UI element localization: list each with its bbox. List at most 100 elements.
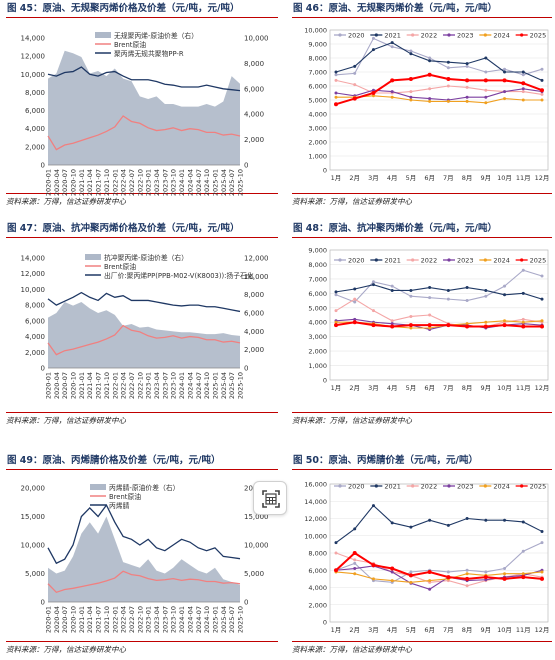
x-tick-label: 2023-07 [161,169,169,196]
legend-marker [374,33,378,37]
figure-48-source: 资料来源：万得，信达证券研发中心 [292,412,552,426]
y-right-tick-label: 2,000 [244,346,264,354]
series-point-2020 [446,66,450,70]
legend-label: 2023 [457,483,474,491]
x-tick-label: 2020-01 [45,169,53,196]
legend-label: 2024 [493,483,510,491]
series-point-2020 [428,56,432,60]
series-point-2021 [446,288,450,292]
x-tick-label: 2022-01 [111,606,119,633]
series-point-2021 [540,529,544,533]
scan-icon [262,490,280,508]
series-point-2021 [484,288,488,292]
y-tick-label: 4,000 [308,111,327,119]
y-left-tick-label: 20,000 [21,485,46,493]
x-tick-label: 1月 [331,174,342,182]
y-tick-label: 2,000 [308,139,327,147]
x-tick-label: 2022-10 [136,606,144,633]
series-point-2020 [353,71,357,75]
x-tick-label: 2022-07 [128,372,136,399]
series-point-2025 [334,568,338,573]
series-point-2023 [503,90,507,94]
series-point-2024 [465,99,469,103]
legend-label: 2023 [457,257,474,265]
series-point-2021 [503,518,507,522]
series-point-2025 [483,575,488,580]
legend-swatch-area [95,32,111,38]
series-point-2023 [390,90,394,94]
series-point-2023 [409,95,413,99]
series-point-2025 [483,78,488,83]
y-tick-label: 8,000 [308,55,327,63]
legend-label: 2022 [421,257,438,265]
series-point-2020 [465,568,469,572]
series-point-2025 [352,96,357,101]
series-point-2025 [502,78,507,83]
y-right-tick-label: 5,000 [244,570,264,578]
legend-marker [520,33,524,37]
y-left-tick-label: 10,000 [21,71,46,79]
legend-marker [483,484,487,488]
x-tick-label: 8月 [462,174,473,182]
y-tick-label: 5,000 [308,304,327,312]
series-point-2021 [409,525,413,529]
scan-button[interactable] [253,481,287,515]
series-point-2022 [334,551,338,555]
plot-frame [329,29,549,171]
y-tick-label: 2,000 [308,601,327,609]
series-point-2024 [503,572,507,576]
series-line-2022 [335,298,543,328]
legend-label: 2020 [348,257,365,265]
series-point-2023 [428,587,432,591]
y-right-tick-label: 12,000 [244,255,269,263]
x-tick-label: 2022-10 [136,372,144,399]
series-point-2025 [352,320,357,325]
series-point-2025 [465,78,470,83]
legend-marker [520,484,524,488]
series-line-2025 [335,551,543,580]
x-tick-label: 2022-07 [128,606,136,633]
legend-label: 2020 [348,483,365,491]
legend-marker [520,258,524,262]
series-point-2020 [465,299,469,303]
y-tick-label: 9,000 [308,247,327,255]
series-point-2022 [484,88,488,92]
x-tick-label: 3月 [368,174,379,182]
x-tick-label: 12月 [535,626,550,634]
series-point-2025 [521,81,526,86]
legend-label: 2020 [348,32,365,40]
series-point-2023 [484,95,488,99]
x-tick-label: 4月 [387,626,398,634]
x-tick-label: 2025-07 [228,169,236,196]
series-point-2024 [503,319,507,323]
x-tick-label: 1月 [331,626,342,634]
series-point-2021 [371,48,375,52]
legend-label: 2025 [530,483,547,491]
y-right-tick-label: 0 [244,599,248,607]
y-tick-label: 10,000 [304,532,327,540]
x-tick-label: 6月 [424,174,435,182]
x-tick-label: 2025-04 [220,169,228,196]
series-point-2020 [503,284,507,288]
y-right-tick-label: 2,000 [244,136,264,144]
x-tick-label: 2024-04 [186,169,194,196]
x-tick-label: 2022-01 [111,372,119,399]
series-point-2025 [334,102,338,107]
series-point-2025 [540,324,544,329]
x-tick-label: 2023-10 [170,372,178,399]
series-point-2021 [428,59,432,63]
figure-50-source: 资料来源：万得，信达证券研发中心 [292,641,552,655]
series-point-2022 [465,85,469,89]
y-right-tick-label: 0 [244,162,248,170]
series-point-2020 [503,67,507,71]
x-tick-label: 5月 [406,384,417,392]
x-tick-label: 2021-04 [86,169,94,196]
x-tick-label: 7月 [443,174,454,182]
series-point-2020 [484,294,488,298]
x-tick-label: 2025-04 [220,372,228,399]
x-tick-label: 2023-07 [161,372,169,399]
y-tick-label: 1,000 [308,153,327,161]
x-tick-label: 2023-01 [145,606,153,633]
y-left-tick-label: 14,000 [21,255,46,263]
y-tick-label: 2,000 [308,348,327,356]
